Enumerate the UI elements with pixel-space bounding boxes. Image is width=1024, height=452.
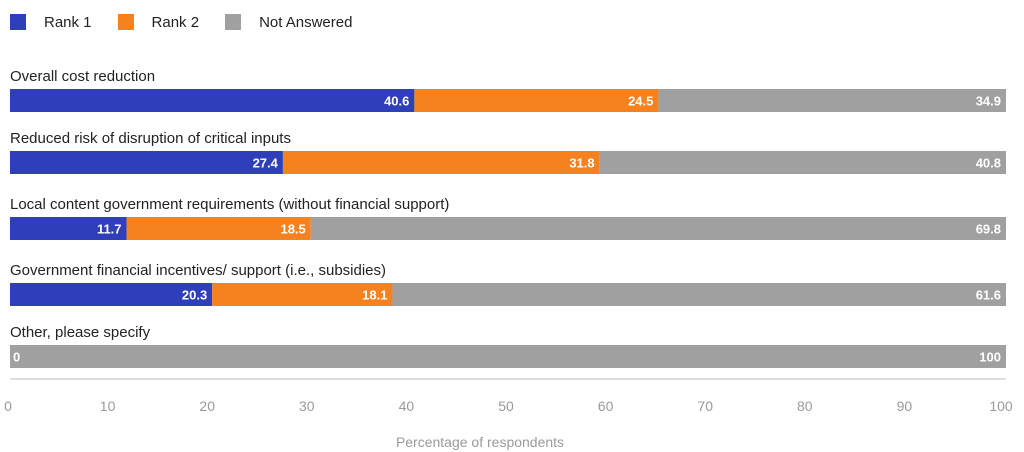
legend-label: Rank 1 [44, 13, 92, 31]
value-label: 27.4 [253, 156, 279, 171]
value-label: 11.7 [97, 222, 122, 237]
legend-label: Not Answered [259, 13, 353, 31]
x-axis-title: Percentage of respondents [396, 434, 564, 450]
x-tick-label: 10 [100, 398, 116, 414]
bar-segment [10, 89, 415, 112]
value-label: 34.9 [976, 94, 1001, 109]
x-tick-label: 100 [989, 398, 1013, 414]
bar-segment [10, 345, 1006, 368]
bar-segment [599, 151, 1006, 174]
bar-segment [658, 89, 1006, 112]
legend-swatch [117, 14, 134, 30]
category-label: Government financial incentives/ support… [10, 262, 386, 279]
bar-segment [10, 217, 127, 240]
value-label: 61.6 [976, 288, 1001, 303]
value-label: 40.6 [384, 94, 409, 109]
bar-segment [392, 283, 1006, 306]
value-label: 100 [979, 350, 1001, 365]
value-label: 31.8 [569, 156, 594, 171]
category-label: Overall cost reduction [10, 68, 155, 85]
x-tick-label: 80 [797, 398, 813, 414]
category-label: Reduced risk of disruption of critical i… [10, 130, 291, 147]
bar-segment [10, 283, 213, 306]
x-tick-label: 50 [498, 398, 514, 414]
x-tick-label: 40 [399, 398, 415, 414]
legend-item: Rank 1 [10, 14, 92, 31]
bar-segment [212, 283, 393, 306]
value-label: 40.8 [976, 156, 1001, 171]
legend-label: Rank 2 [151, 13, 200, 31]
bar-segment [310, 217, 1006, 240]
legend-swatch [10, 14, 26, 30]
category-label: Other, please specify [10, 324, 151, 341]
x-tick-label: 70 [697, 398, 713, 414]
x-tick-label: 90 [897, 398, 913, 414]
value-label: 69.8 [976, 222, 1001, 237]
category-label: Local content government requirements (w… [10, 196, 449, 213]
bar-segment [10, 151, 283, 174]
bar-segment [282, 151, 600, 174]
legend-swatch [225, 14, 242, 30]
value-label: 18.1 [362, 288, 387, 303]
x-tick-label: 20 [199, 398, 215, 414]
value-label: 20.3 [182, 288, 207, 303]
legend-item: Rank 2 [117, 13, 200, 31]
value-label: 0 [13, 350, 20, 365]
legend-item: Not Answered [225, 14, 352, 31]
x-tick-label: 0 [4, 398, 12, 414]
value-label: 18.5 [280, 222, 305, 237]
bar-segment [414, 89, 659, 112]
x-tick-label: 30 [299, 398, 315, 414]
chart-legend: Rank 1 Rank 2 Not Answered [10, 12, 378, 32]
value-label: 24.5 [628, 94, 653, 109]
bar-segment [126, 217, 311, 240]
x-tick-label: 60 [598, 398, 614, 414]
